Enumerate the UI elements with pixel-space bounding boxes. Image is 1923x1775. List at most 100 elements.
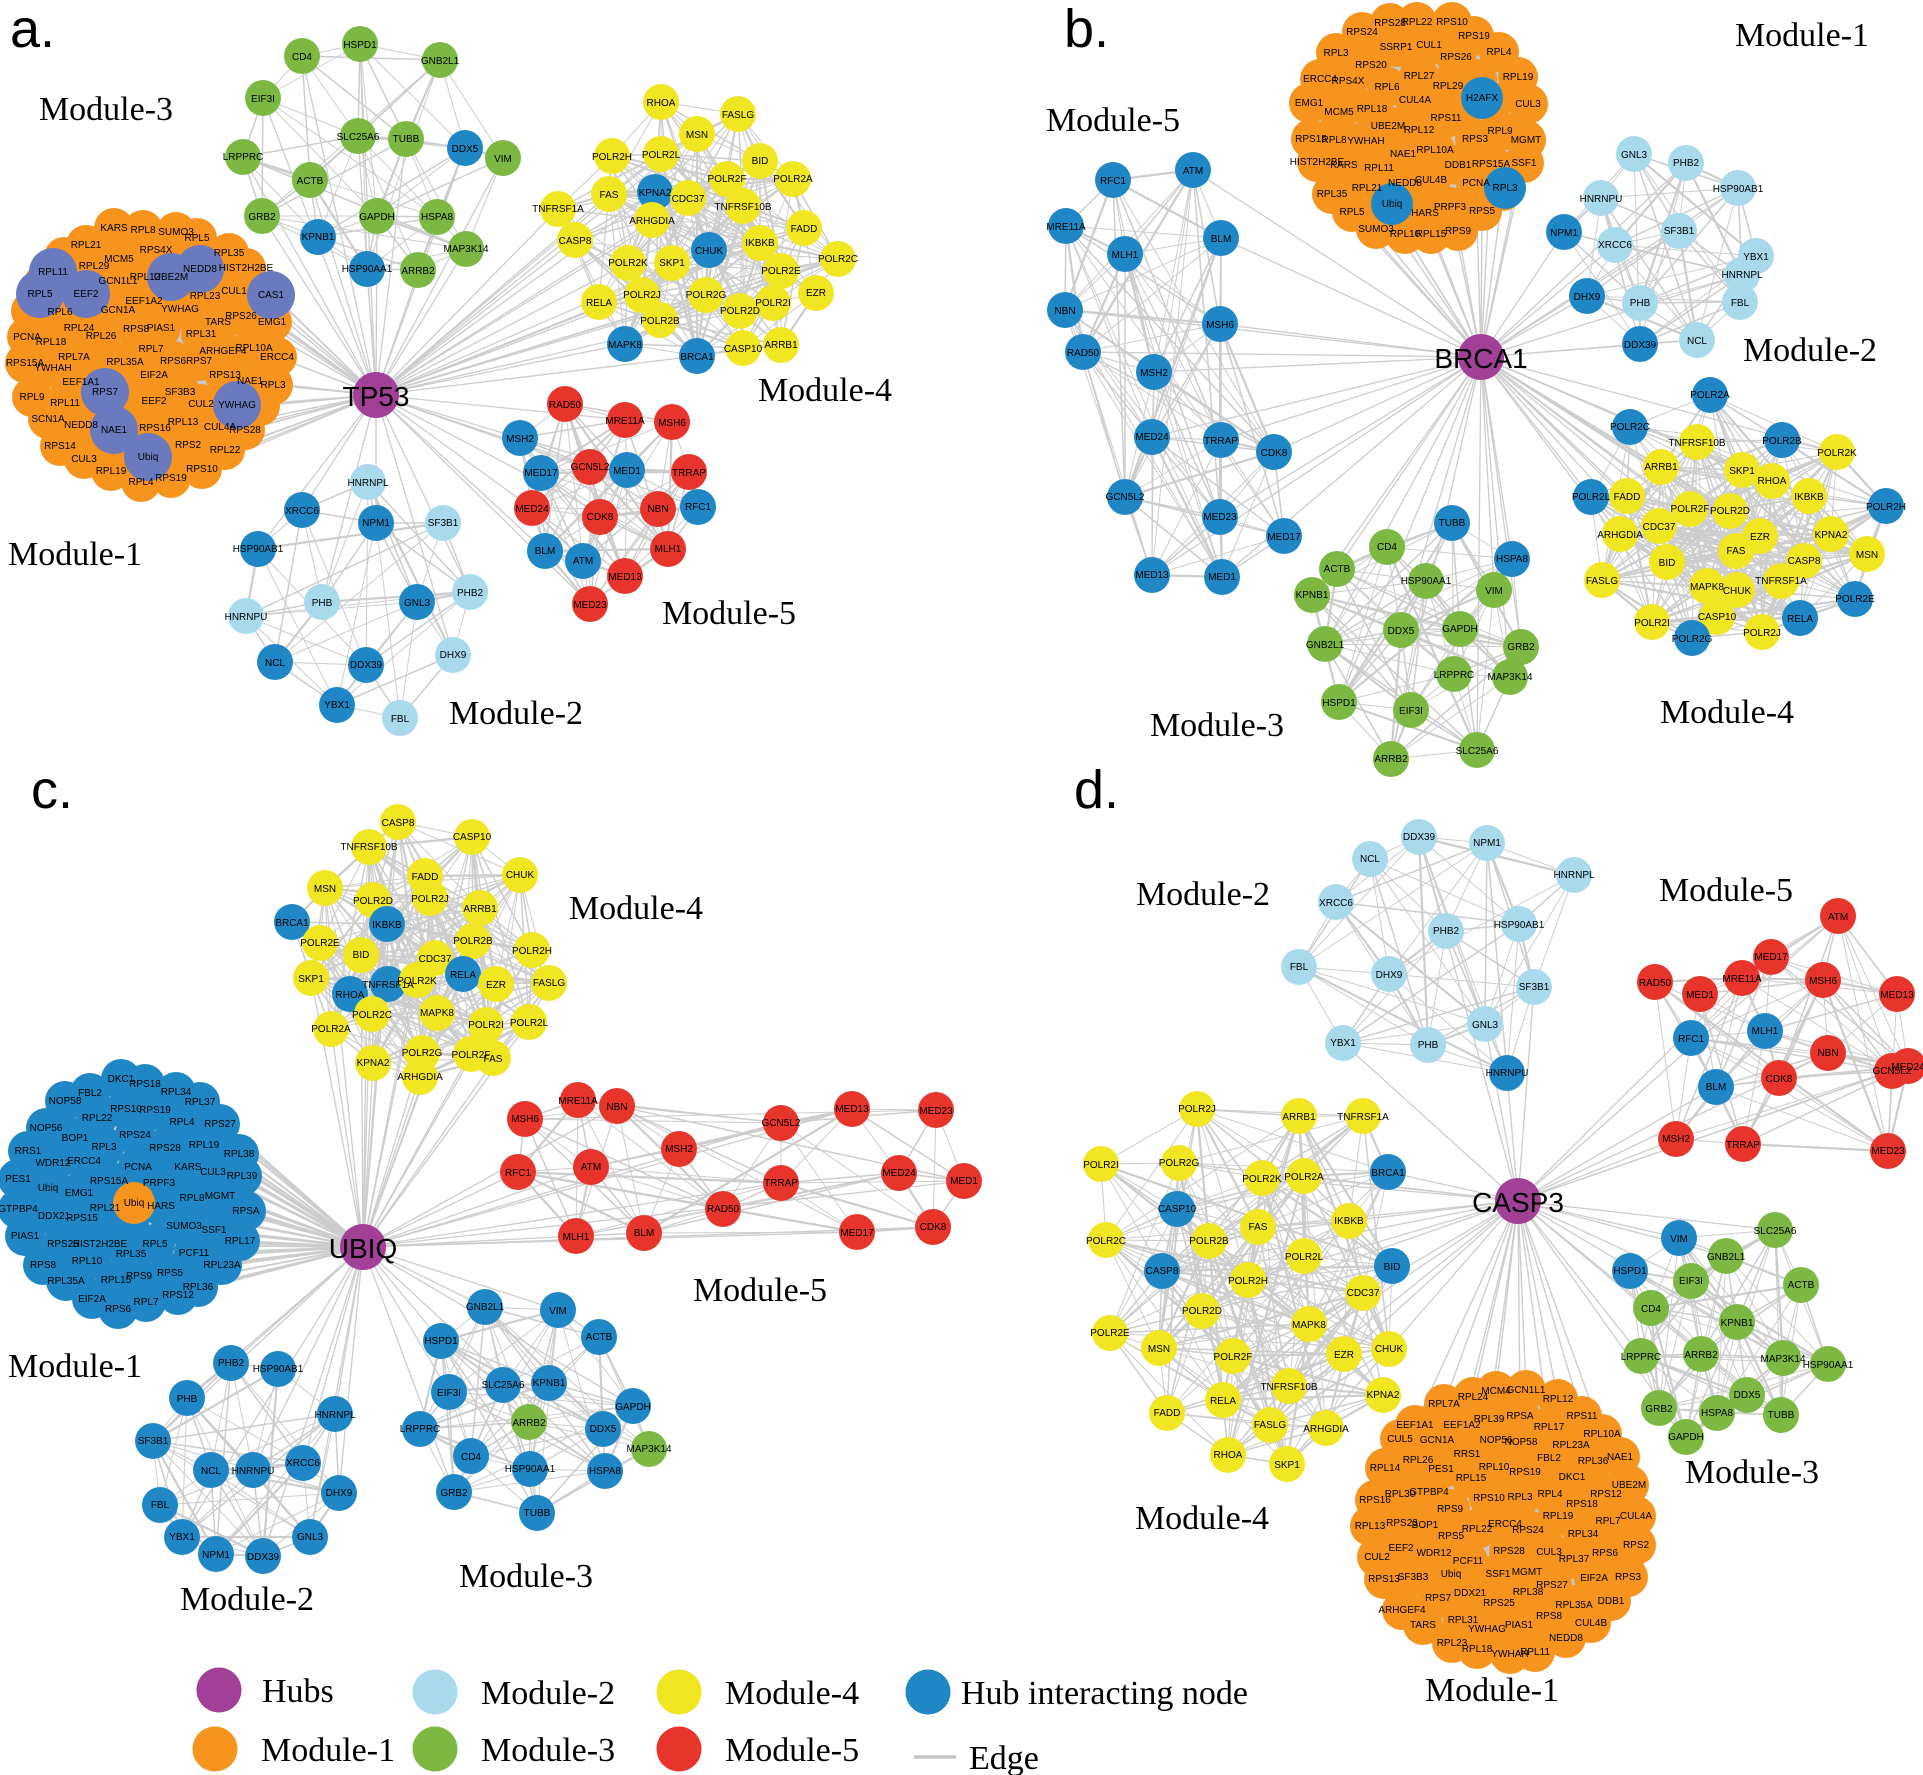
svg-text:BID: BID	[1384, 1262, 1401, 1273]
svg-text:POLR2F: POLR2F	[452, 1050, 491, 1061]
svg-text:GRB2: GRB2	[1645, 1404, 1673, 1415]
svg-text:RPS8: RPS8	[30, 1260, 57, 1271]
svg-text:RPL19: RPL19	[1503, 72, 1534, 83]
svg-text:SLC25A6: SLC25A6	[482, 1380, 525, 1391]
svg-text:BID: BID	[1659, 558, 1676, 569]
svg-text:RPL11: RPL11	[38, 267, 68, 278]
svg-text:POLR2L: POLR2L	[510, 1018, 549, 1029]
svg-text:TARS: TARS	[1410, 1620, 1436, 1631]
svg-text:ARRB1: ARRB1	[764, 340, 798, 351]
svg-text:Hubs: Hubs	[262, 1673, 334, 1710]
svg-text:RPS15: RPS15	[66, 1213, 98, 1224]
svg-text:NBN: NBN	[647, 504, 668, 515]
svg-text:RPL18: RPL18	[1462, 1644, 1493, 1655]
svg-text:RAD50: RAD50	[707, 1204, 740, 1215]
svg-text:Module-2: Module-2	[1136, 876, 1270, 913]
svg-text:MSN: MSN	[314, 884, 336, 895]
svg-text:ACTB: ACTB	[297, 176, 324, 187]
svg-text:GNL3: GNL3	[297, 1532, 324, 1543]
svg-text:POLR2L: POLR2L	[1572, 492, 1611, 503]
svg-text:MED17: MED17	[524, 468, 558, 479]
svg-text:MRE11A: MRE11A	[605, 416, 645, 427]
svg-text:RPS24: RPS24	[1512, 1525, 1544, 1536]
svg-text:Module-1: Module-1	[1425, 1672, 1559, 1709]
svg-text:RPS5: RPS5	[1438, 1531, 1465, 1542]
svg-text:RELA: RELA	[586, 298, 612, 309]
svg-text:FADD: FADD	[1614, 492, 1641, 503]
svg-text:NEDD8: NEDD8	[183, 264, 217, 275]
svg-text:RPL22: RPL22	[1402, 17, 1433, 28]
svg-text:RPL34: RPL34	[1568, 1529, 1599, 1540]
svg-text:RPL12: RPL12	[1404, 125, 1435, 136]
svg-text:Module-2: Module-2	[481, 1675, 615, 1712]
svg-text:MAP3K14: MAP3K14	[443, 244, 488, 255]
svg-text:EMG1: EMG1	[258, 317, 287, 328]
svg-text:POLR2H: POLR2H	[1228, 1276, 1268, 1287]
svg-text:SSF1: SSF1	[1485, 1569, 1510, 1580]
svg-text:RPS3: RPS3	[1462, 134, 1489, 145]
svg-text:RPL12: RPL12	[1543, 1394, 1574, 1405]
svg-text:NBN: NBN	[1054, 306, 1075, 317]
svg-text:MLH1: MLH1	[1112, 250, 1139, 261]
svg-text:SF3B1: SF3B1	[1664, 226, 1695, 237]
svg-text:CDK8: CDK8	[587, 512, 614, 523]
svg-text:RPS13: RPS13	[1368, 1574, 1400, 1585]
svg-text:POLR2H: POLR2H	[512, 946, 552, 957]
svg-text:RPL17: RPL17	[225, 1236, 256, 1247]
svg-text:DKC1: DKC1	[1559, 1472, 1586, 1483]
svg-text:CAS1: CAS1	[258, 290, 285, 301]
svg-text:RPL31: RPL31	[1448, 1615, 1479, 1626]
svg-text:RAD50: RAD50	[1067, 348, 1100, 359]
svg-text:b.: b.	[1064, 0, 1109, 59]
svg-text:POLR2A: POLR2A	[1284, 1172, 1324, 1183]
svg-text:ARRB1: ARRB1	[1282, 1112, 1316, 1123]
svg-text:BLM: BLM	[634, 1228, 655, 1239]
svg-text:TRRAP: TRRAP	[764, 1178, 798, 1189]
svg-text:KPNB1: KPNB1	[533, 1378, 566, 1389]
svg-text:SLC25A6: SLC25A6	[337, 132, 380, 143]
svg-text:DDB1: DDB1	[1445, 160, 1472, 171]
svg-text:HNRNPU: HNRNPU	[232, 1466, 275, 1477]
svg-text:RPS26: RPS26	[225, 311, 257, 322]
svg-text:YWHAH: YWHAH	[34, 363, 71, 374]
svg-text:RPS6: RPS6	[160, 356, 187, 367]
svg-text:RPL37: RPL37	[185, 1097, 216, 1108]
svg-text:RPL10A: RPL10A	[1416, 145, 1454, 156]
svg-text:PIAS1: PIAS1	[11, 1231, 40, 1242]
svg-text:UBE2M: UBE2M	[1371, 121, 1405, 132]
svg-text:RPL30: RPL30	[1385, 1489, 1416, 1500]
svg-text:EMG1: EMG1	[65, 1188, 94, 1199]
svg-text:ACTB: ACTB	[1788, 1280, 1815, 1291]
svg-text:RPL31: RPL31	[186, 329, 217, 340]
svg-text:SSRP1: SSRP1	[1380, 42, 1413, 53]
svg-text:RPL7: RPL7	[138, 344, 163, 355]
svg-text:HSPD1: HSPD1	[424, 1336, 458, 1347]
svg-text:YWHAH: YWHAH	[1491, 1649, 1528, 1660]
svg-text:RPL24: RPL24	[1458, 1392, 1489, 1403]
svg-text:RPS27: RPS27	[1536, 1580, 1568, 1591]
svg-text:HSP90AA1: HSP90AA1	[1401, 576, 1452, 587]
svg-text:RPL23A: RPL23A	[203, 1260, 241, 1271]
svg-text:DDX21: DDX21	[1454, 1588, 1487, 1599]
svg-text:PHB2: PHB2	[457, 588, 484, 599]
svg-text:CUL3: CUL3	[1515, 99, 1541, 110]
svg-text:c.: c.	[31, 760, 73, 820]
svg-text:DHX9: DHX9	[1376, 970, 1403, 981]
svg-text:NPM1: NPM1	[362, 518, 390, 529]
svg-text:HSPA8: HSPA8	[1701, 1408, 1733, 1419]
svg-text:Module-5: Module-5	[1659, 872, 1793, 909]
svg-text:POLR2K: POLR2K	[608, 258, 648, 269]
svg-text:GNB2L1: GNB2L1	[1707, 1252, 1746, 1263]
svg-text:CDK8: CDK8	[1766, 1074, 1793, 1085]
svg-text:RPS3: RPS3	[1615, 1572, 1642, 1583]
svg-text:EEF1A1: EEF1A1	[62, 377, 100, 388]
svg-text:MRE11A: MRE11A	[1046, 222, 1086, 233]
svg-text:MGMT: MGMT	[1512, 1567, 1543, 1578]
svg-text:Module-2: Module-2	[1743, 332, 1877, 369]
svg-text:HSP90AB1: HSP90AB1	[233, 544, 284, 555]
svg-text:GRB2: GRB2	[440, 1488, 468, 1499]
svg-text:GCN5L2: GCN5L2	[762, 1118, 801, 1129]
svg-text:BRCA1: BRCA1	[1371, 1168, 1405, 1179]
svg-text:RFC1: RFC1	[1678, 1034, 1705, 1045]
svg-text:RPL39: RPL39	[1474, 1414, 1505, 1425]
